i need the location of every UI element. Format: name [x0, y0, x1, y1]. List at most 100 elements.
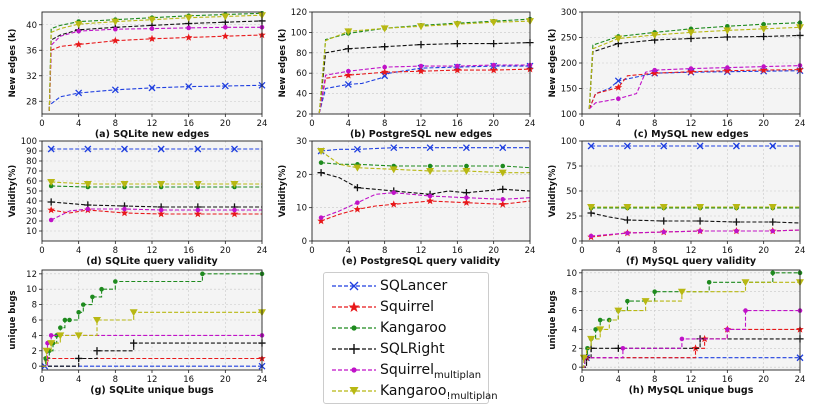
- data-point-kangaroo_multiplan: [148, 16, 156, 24]
- series-line-squirrel_multiplan: [50, 208, 262, 221]
- data-point-kangaroo_multiplan: [587, 204, 596, 211]
- tick-label-y: 10: [26, 227, 37, 237]
- data-point-squirrel: [723, 66, 732, 74]
- panel-f: 0 25 50 75 100 0 4 8 12 16 20 24 Validity(%) (f) MySQ…: [548, 137, 805, 267]
- data-point-kangaroo_multiplan: [221, 13, 230, 21]
- data-point-sqlancer: [623, 142, 631, 150]
- data-point-squirrel: [389, 200, 398, 208]
- tick-label-x: 12: [416, 246, 427, 256]
- data-point-kangaroo_multiplan: [120, 181, 129, 188]
- data-point-sqlright: [344, 45, 352, 53]
- data-point-squirrel_multiplan: [725, 65, 730, 70]
- data-point-sqlancer: [660, 142, 668, 150]
- data-point-squirrel_multiplan: [48, 217, 54, 223]
- y-axis-label: unique bugs: [548, 290, 558, 349]
- data-point-kangaroo_multiplan: [489, 19, 498, 27]
- tick-label-x: 12: [686, 246, 697, 256]
- data-point-squirrel: [344, 71, 353, 79]
- data-point-kangaroo: [58, 325, 63, 330]
- data-point-squirrel_multiplan: [149, 26, 155, 31]
- series-line-kangaroo_multiplan: [318, 20, 531, 114]
- legend-marker-squirrel: [332, 301, 376, 312]
- data-point-sqlright: [462, 189, 471, 197]
- data-point-kangaroo_multiplan: [380, 25, 389, 33]
- data-point-kangaroo_multiplan: [129, 309, 138, 317]
- data-point-squirrel_multiplan: [464, 195, 469, 200]
- legend-marker-sqlancer: [332, 281, 376, 291]
- data-point-squirrel_multiplan: [620, 346, 626, 351]
- tick-label-x: 20: [758, 119, 769, 129]
- data-point-squirrel: [111, 36, 120, 44]
- data-point-sqlright: [453, 40, 461, 48]
- data-point-squirrel: [462, 198, 471, 206]
- data-point-squirrel_multiplan: [725, 327, 730, 332]
- data-point-squirrel: [194, 210, 202, 218]
- panel-title: (h) MySQL unique bugs: [629, 385, 754, 396]
- data-point-kangaroo_multiplan: [641, 298, 650, 306]
- tick-label-y: 30: [296, 137, 307, 147]
- data-point-kangaroo_multiplan: [317, 148, 326, 155]
- data-point-kangaroo_multiplan: [498, 169, 507, 177]
- data-point-kangaroo_multiplan: [193, 181, 202, 188]
- data-point-squirrel_multiplan: [223, 25, 228, 30]
- data-point-squirrel_multiplan: [455, 63, 460, 69]
- tick-label-y: 2: [32, 347, 37, 357]
- series-line-kangaroo_multiplan: [48, 14, 263, 111]
- data-point-squirrel: [184, 33, 193, 41]
- data-point-sqlancer: [185, 83, 193, 91]
- data-point-squirrel_multiplan: [588, 233, 594, 239]
- tick-label-x: 4: [76, 119, 81, 129]
- tick-label-x: 16: [183, 375, 194, 385]
- tick-label-y: 150: [561, 85, 577, 95]
- data-point-kangaroo: [76, 310, 81, 315]
- legend-item-sqlancer: SQLancer: [324, 276, 490, 296]
- legend-label-sqlright: SQLRight: [380, 341, 445, 357]
- data-point-sqlancer: [499, 144, 507, 152]
- data-point-squirrel_multiplan: [195, 207, 201, 213]
- data-point-squirrel: [157, 210, 165, 218]
- tick-label-y: 100: [21, 137, 37, 147]
- tick-label-y: 0: [572, 237, 577, 247]
- data-point-kangaroo_multiplan: [184, 14, 193, 22]
- legend-marker-kangaroo-multiplan: [332, 387, 376, 395]
- tick-label-y: 300: [561, 8, 577, 18]
- tick-label-y: 50: [566, 187, 577, 197]
- tick-label-y: 30: [26, 207, 37, 217]
- data-point-squirrel: [498, 200, 507, 208]
- tick-label-y: 0: [32, 362, 37, 372]
- data-point-kangaroo_multiplan: [614, 35, 623, 43]
- panel-a: 28 32 36 40 0 4 8 12 16 20 24 New edges (k) (a) SQLi…: [8, 10, 267, 140]
- data-point-sqlright: [723, 33, 731, 41]
- data-point-sqlancer: [344, 80, 352, 88]
- data-point-sqlright: [769, 218, 777, 226]
- data-point-squirrel_multiplan: [418, 63, 424, 69]
- tick-label-y: 80: [26, 157, 37, 167]
- legend-marker-kangaroo: [332, 325, 376, 331]
- data-point-squirrel_multiplan: [625, 230, 630, 236]
- tick-label-x: 20: [488, 246, 499, 256]
- tick-label-y: 36: [26, 46, 37, 56]
- data-point-kangaroo: [318, 160, 324, 165]
- tick-label-x: 20: [220, 246, 231, 256]
- data-point-squirrel_multiplan: [158, 207, 164, 213]
- tick-label-y: 8: [32, 301, 37, 311]
- y-axis-label: Validity(%): [548, 165, 558, 218]
- data-point-kangaroo_multiplan: [453, 21, 462, 29]
- data-point-kangaroo_multiplan: [623, 204, 632, 211]
- tick-label-x: 8: [382, 246, 387, 256]
- tick-label-y: 100: [561, 110, 577, 120]
- data-point-sqlright: [417, 41, 425, 49]
- panel-title: (b) PostgreSQL new edges: [350, 129, 492, 140]
- tick-label-x: 24: [795, 119, 806, 129]
- tick-label-x: 8: [382, 119, 387, 129]
- y-axis-label: New edges (k): [278, 28, 288, 97]
- tick-label-x: 0: [579, 375, 584, 385]
- tick-label-y: 120: [291, 8, 307, 18]
- data-point-sqlancer: [390, 144, 398, 152]
- data-point-kangaroo_multiplan: [587, 335, 596, 343]
- data-point-squirrel_multiplan: [346, 68, 351, 74]
- data-point-squirrel: [453, 66, 462, 74]
- data-point-squirrel: [230, 210, 239, 218]
- tick-label-x: 24: [257, 375, 268, 385]
